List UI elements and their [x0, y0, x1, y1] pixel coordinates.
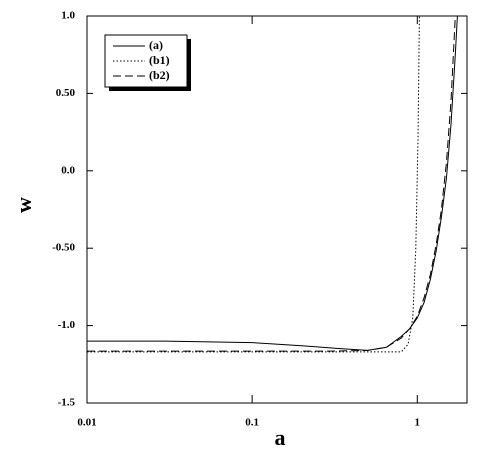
- x-tick-label: 0.01: [77, 417, 96, 429]
- y-tick-label: -1.5: [58, 397, 76, 409]
- x-axis-label: a: [275, 425, 286, 450]
- plot-frame: [86, 15, 468, 404]
- y-tick-label: 0.50: [56, 87, 76, 99]
- series-line: [87, 16, 420, 353]
- x-tick-label: 0.1: [245, 417, 259, 429]
- y-tick-label: -0.50: [52, 242, 75, 254]
- y-tick-label: -1.0: [58, 319, 76, 331]
- legend: [104, 34, 188, 88]
- legend-label: (a): [149, 38, 163, 52]
- y-tick-label: 0.0: [61, 164, 75, 176]
- legend-label: (b1): [149, 53, 170, 67]
- x-tick-label: 1: [415, 417, 421, 429]
- series-line: [87, 16, 456, 352]
- y-tick-label: 1.0: [61, 10, 75, 22]
- y-axis-label: w: [11, 197, 36, 213]
- legend-label: (b2): [149, 68, 170, 82]
